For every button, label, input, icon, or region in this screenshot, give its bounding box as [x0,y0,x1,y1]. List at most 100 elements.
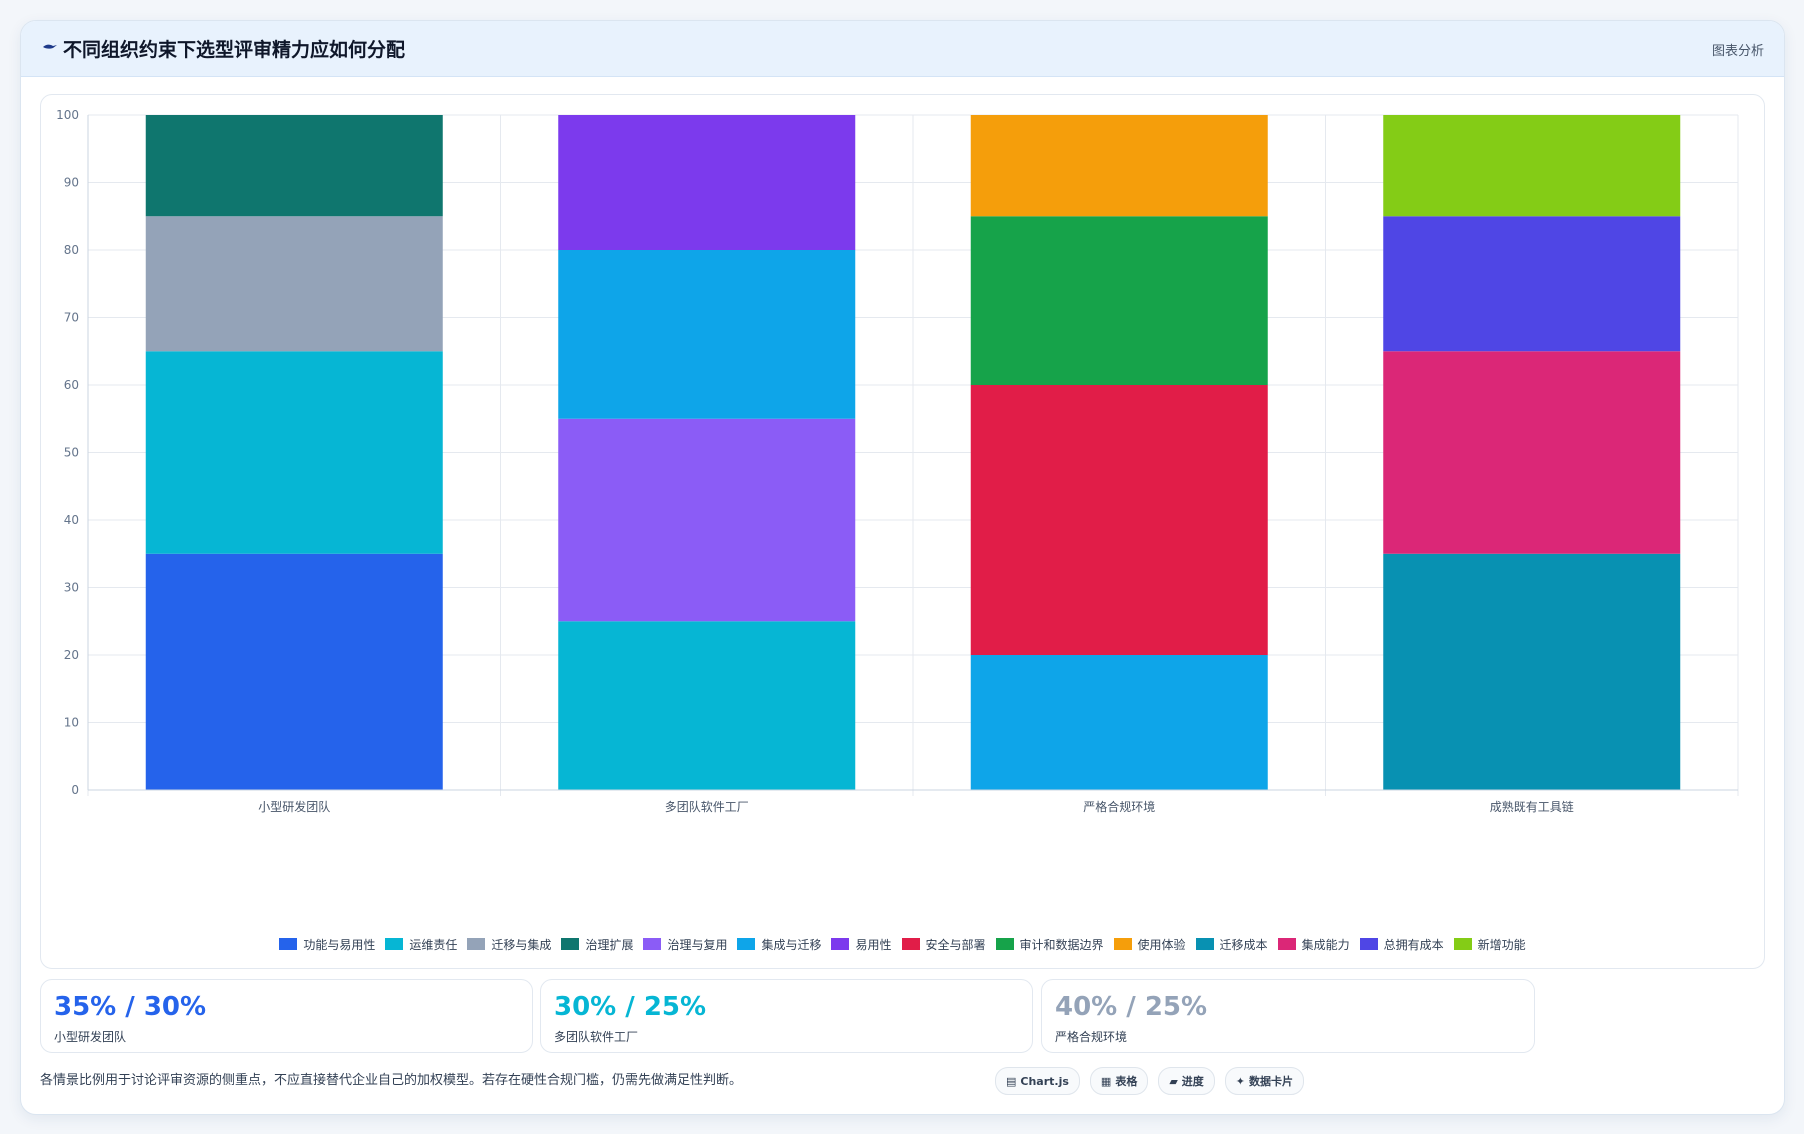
legend-label: 治理扩展 [585,937,634,952]
y-tick-label: 80 [64,243,79,257]
legend-item[interactable]: 治理扩展 [561,936,633,953]
bar-segment[interactable] [970,115,1268,217]
legend-item[interactable]: 安全与部署 [901,936,986,953]
legend-swatch [643,938,662,950]
chartjs-pill[interactable]: ▤ Chart.js [995,1067,1080,1095]
bar-segment[interactable] [145,553,443,790]
legend-swatch [279,938,298,950]
x-tick-label: 多团队软件工厂 [665,799,749,814]
bar-segment[interactable] [1383,553,1681,790]
legend-swatch [901,938,920,950]
stat-label: 严格合规环境 [1055,1030,1128,1044]
legend-item[interactable]: 新增功能 [1453,936,1526,953]
bar-segment[interactable] [558,115,856,250]
stat-card-3: 40% / 25% 严格合规环境 [1041,979,1535,1053]
x-tick-label: 成熟既有工具链 [1490,799,1574,814]
legend-swatch [995,938,1014,950]
legend-label: 易用性 [855,937,892,952]
bar-segment[interactable] [970,216,1268,385]
legend-item[interactable]: 集成与迁移 [737,936,821,953]
chart-analysis-label[interactable]: 图表分析 [1711,44,1764,59]
bar-segment[interactable] [558,621,856,790]
bar-segment[interactable] [145,115,443,217]
stat-value: 40% / 25% [1055,992,1208,1022]
legend-label: 安全与部署 [925,937,986,952]
chart-icon: ▤ [1006,1074,1017,1088]
legend-item[interactable]: 运维责任 [385,936,457,953]
legend-item[interactable]: 治理与复用 [643,936,727,953]
legend-item[interactable]: 审计和数据边界 [995,936,1104,953]
footnote: 各情景比例用于讨论评审资源的侧重点，不应直接替代企业自己的加权模型。若存在硬性合… [40,1073,743,1088]
legend-item[interactable]: 总拥有成本 [1359,936,1444,953]
legend-swatch [737,938,756,950]
stat-label: 小型研发团队 [54,1030,127,1044]
legend-swatch [1113,938,1132,950]
bar-layer [145,115,1681,790]
x-tick-label: 严格合规环境 [1083,799,1155,814]
legend-item[interactable]: 易用性 [831,936,892,953]
y-tick-label: 40 [64,513,79,527]
legend-swatch [561,938,580,950]
plot-panel: 0 10 20 30 40 50 60 70 80 90 100 小型研发团队 多团队软件工厂 严格合规环… [40,94,1765,969]
chart-title: 不同组织约束下选型评审精力应如何分配 [63,39,406,61]
legend-swatch [467,938,486,950]
y-tick-label: 60 [64,378,79,392]
legend-swatch [1195,938,1214,950]
legend-label: 集成能力 [1301,937,1350,952]
bar-segment[interactable] [1383,216,1681,352]
legend-swatch [1359,938,1378,950]
y-tick-label: 10 [64,716,79,730]
pill-label: Chart.js [1020,1074,1069,1088]
progress-icon: ▰ [1169,1074,1178,1088]
data-card-pill[interactable]: ✦ 数据卡片 [1224,1067,1305,1095]
y-tick-label: 50 [64,446,79,460]
y-tick-label: 30 [64,581,79,595]
x-tick-label: 小型研发团队 [258,799,330,814]
card-header: 不同组织约束下选型评审精力应如何分配 图表分析 [21,21,1784,77]
stat-value: 30% / 25% [554,992,707,1022]
pill-label: 数据卡片 [1249,1075,1294,1088]
table-pill[interactable]: ▦ 表格 [1089,1067,1149,1095]
y-tick-label: 70 [64,311,79,325]
legend-label: 迁移成本 [1219,937,1268,952]
legend-item[interactable]: 迁移成本 [1195,936,1268,953]
bar-segment[interactable] [970,385,1268,655]
bird-icon [43,44,57,49]
bar-segment[interactable] [1383,115,1681,217]
legend-item[interactable]: 迁移与集成 [467,936,551,953]
axis-layer: 0 10 20 30 40 50 60 70 80 90 100 小型研发团队 多团队软件工厂 严格合规环… [56,108,1738,814]
legend-swatch [1453,938,1472,950]
bar-segment[interactable] [145,216,443,352]
bar-segment[interactable] [145,351,443,554]
legend-item[interactable]: 功能与易用性 [279,936,375,953]
card-icon: ✦ [1235,1074,1246,1088]
legend-label: 总拥有成本 [1383,937,1444,952]
legend-label: 审计和数据边界 [1019,937,1104,952]
progress-pill[interactable]: ▰ 进度 [1158,1067,1215,1095]
legend-label: 治理与复用 [667,937,728,952]
legend-swatch [385,938,404,950]
legend-label: 运维责任 [409,937,458,952]
legend-swatch [831,938,850,950]
bar-segment[interactable] [970,655,1268,790]
chart-legend: 功能与易用性 运维责任 迁移与集成 治理扩展 治理与复用 集成与迁移 易用性 安全与部署 审计和… [41,933,1764,955]
bar-segment[interactable] [558,250,856,419]
y-tick-label: 100 [56,108,79,122]
stat-card-2: 30% / 25% 多团队软件工厂 [540,979,1033,1053]
legend-label: 使用体验 [1137,937,1186,952]
pill-label: 进度 [1181,1075,1204,1088]
stacked-bar-chart: 0 10 20 30 40 50 60 70 80 90 100 小型研发团队 多团队软件工厂 严格合规环… [56,108,1739,814]
legend-label: 功能与易用性 [303,937,376,952]
table-icon: ▦ [1100,1074,1112,1088]
y-tick-label: 0 [71,783,79,797]
legend-item[interactable]: 集成能力 [1277,936,1350,953]
bar-segment[interactable] [558,418,856,622]
bar-segment[interactable] [1383,351,1681,554]
view-switcher: ▤ Chart.js ▦ 表格 ▰ 进度 ✦ 数据卡片 [995,1067,1305,1095]
y-tick-label: 20 [64,648,79,662]
legend-swatch [1277,938,1296,950]
stat-card-1: 35% / 30% 小型研发团队 [40,979,533,1053]
legend-label: 迁移与集成 [491,937,552,952]
legend-item[interactable]: 使用体验 [1113,936,1186,953]
pill-label: 表格 [1115,1075,1138,1088]
